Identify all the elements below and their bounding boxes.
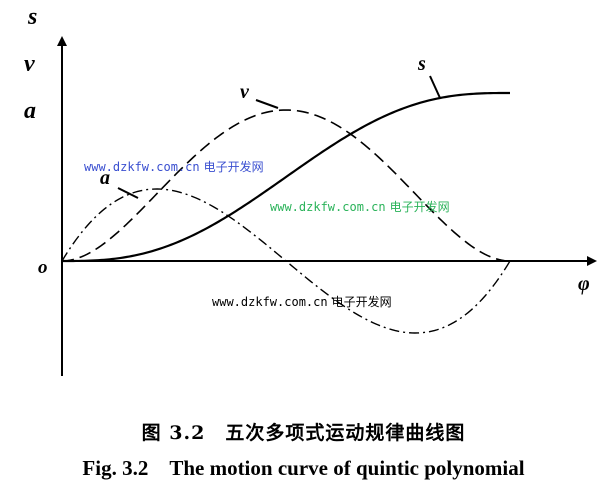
s-leader-line: [429, 75, 441, 99]
displacement-curve: [62, 91, 510, 263]
velocity-curve: [61, 109, 511, 262]
y-axis-label-v: v: [24, 51, 35, 77]
motion-curve-diagram: s v a o φ s v a www.dzkfw.com.cn 电子开发网 ww…: [24, 4, 597, 376]
v-leader-line: [255, 99, 279, 109]
curve-label-s: s: [417, 53, 426, 75]
acceleration-curve: [61, 188, 511, 334]
watermark-1: www.dzkfw.com.cn 电子开发网: [84, 159, 264, 174]
a-leader-line: [117, 187, 139, 199]
watermark-3: www.dzkfw.com.cn 电子开发网: [212, 294, 392, 309]
curve-label-a: a: [100, 167, 110, 189]
watermark-2: www.dzkfw.com.cn 电子开发网: [270, 199, 450, 214]
x-axis-label-phi: φ: [578, 273, 590, 295]
figure-caption-english: Fig. 3.2 The motion curve of quintic pol…: [82, 456, 525, 480]
figure-caption-chinese: 图 3.2 五次多项式运动规律曲线图: [141, 422, 466, 444]
curve-label-v: v: [240, 81, 250, 103]
origin-label: o: [38, 257, 48, 278]
y-axis-label-a: a: [24, 98, 36, 124]
y-axis-label-s: s: [27, 4, 37, 30]
